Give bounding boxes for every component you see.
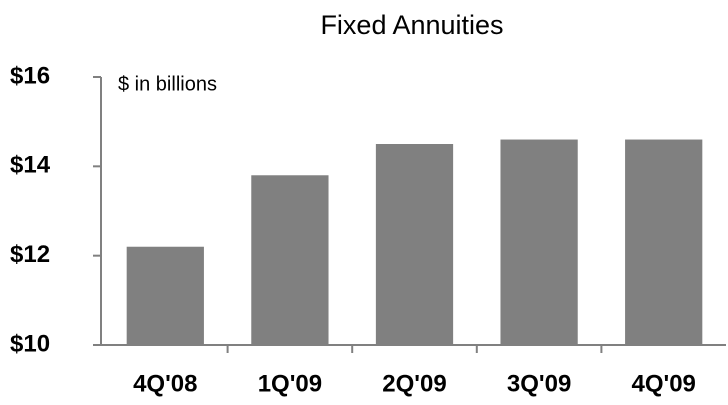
x-tick-label: 4Q'09 (631, 370, 695, 397)
y-tick-label: $12 (10, 241, 50, 268)
chart-subtitle: $ in billions (118, 73, 217, 95)
x-tick-label: 1Q'09 (258, 370, 322, 397)
bar (126, 246, 204, 345)
bar (375, 144, 454, 345)
x-tick-label: 4Q'08 (133, 370, 197, 397)
bar (625, 139, 703, 345)
x-tick-label: 2Q'09 (382, 370, 446, 397)
x-tick-label: 3Q'09 (507, 370, 571, 397)
y-tick-label: $14 (10, 152, 51, 179)
y-tick-label: $10 (10, 330, 50, 357)
y-tick-label: $16 (10, 62, 50, 89)
bar (251, 175, 329, 345)
bar (500, 139, 578, 345)
chart-title: Fixed Annuities (320, 10, 503, 40)
